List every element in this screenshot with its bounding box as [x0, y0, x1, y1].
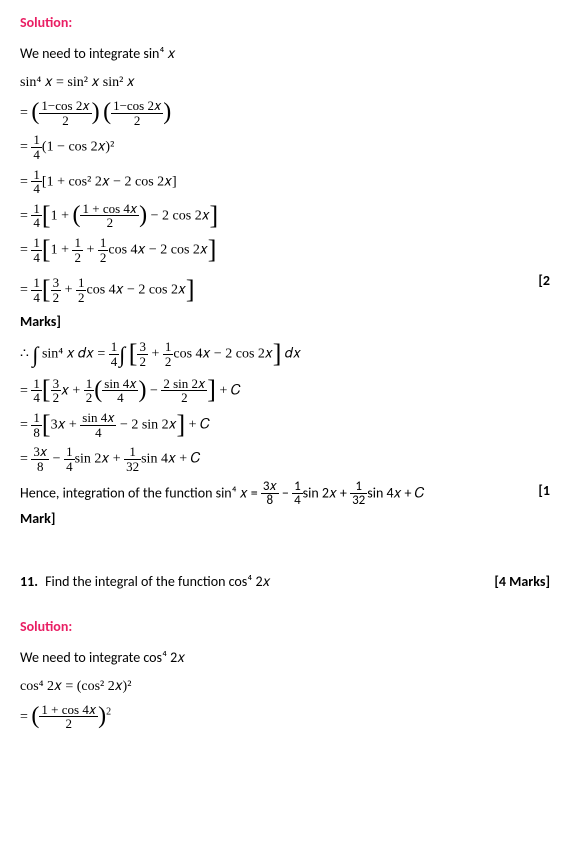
marks-label: [4 Marks]	[494, 571, 550, 592]
question-row: 11. Find the integral of the function co…	[20, 571, 550, 592]
intro-text: We need to integrate cos⁴ 2𝑥	[20, 647, 550, 668]
math-step: sin⁴ 𝑥 = sin² 𝑥 sin² 𝑥	[20, 72, 550, 93]
solution-heading: Solution:	[20, 12, 550, 33]
question-text: Find the integral of the function cos⁴ 2…	[42, 573, 270, 590]
math-step: = (1 + cos 4𝑥2)2	[20, 703, 550, 731]
marks-label: [1	[538, 480, 550, 501]
solution-heading: Solution:	[20, 616, 550, 637]
marks-label-cont: Marks]	[20, 311, 550, 332]
marks-label-cont: Mark]	[20, 508, 550, 529]
math-step: = 14[1 + 12 + 12cos 4𝑥 − 2 cos 2𝑥]	[20, 236, 550, 264]
math-step: = 18[3𝑥 + sin 4𝑥4 − 2 sin 2𝑥] + 𝐶	[20, 411, 550, 439]
math-step: = 14[1 + cos² 2𝑥 − 2 cos 2𝑥]	[20, 168, 550, 196]
math-step: ∴ ∫ sin⁴ 𝑥 𝑑𝑥 = 14∫ [32 + 12cos 4𝑥 − 2 c…	[20, 338, 550, 371]
math-step: = (1−cos 2𝑥2) (1−cos 2𝑥2)	[20, 99, 550, 127]
math-step: = 14[32 + 12cos 4𝑥 − 2 cos 2𝑥]	[20, 276, 194, 304]
math-step: = 14[1 + (1 + cos 4𝑥2) − 2 cos 2𝑥]	[20, 202, 550, 230]
math-step: = 14[32𝑥 + 12(sin 4𝑥4) − 2 sin 2𝑥2] + 𝐶	[20, 377, 550, 405]
intro-text: We need to integrate sin⁴ 𝑥	[20, 43, 550, 64]
question-number: 11.	[20, 573, 38, 590]
math-step: cos⁴ 2𝑥 = (cos² 2𝑥)²	[20, 676, 550, 697]
math-step: = 14(1 − cos 2𝑥)²	[20, 133, 550, 161]
math-step: = 3𝑥8 − 14sin 2𝑥 + 132sin 4𝑥 + 𝐶	[20, 445, 550, 473]
marks-label: [2	[538, 270, 550, 291]
conclusion-text: Hence, integration of the function sin⁴ …	[20, 480, 425, 508]
